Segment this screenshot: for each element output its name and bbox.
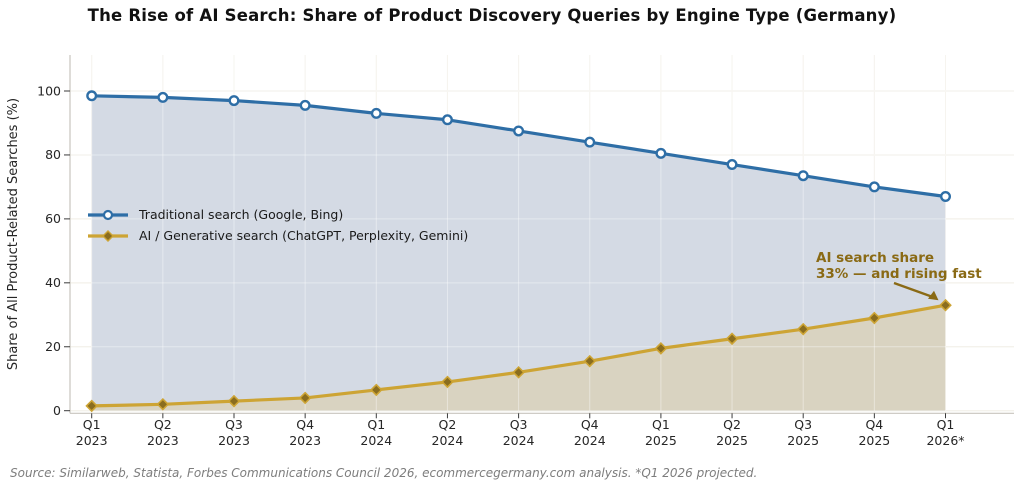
data-point-traditional — [86, 90, 98, 102]
y-tick-label: 100 — [37, 83, 61, 98]
data-point-ai — [441, 375, 454, 389]
y-tick-label: 40 — [45, 275, 61, 290]
area-fill-ai — [91, 305, 946, 411]
data-point-ai — [298, 391, 312, 405]
data-point-traditional — [940, 191, 952, 203]
x-tick-label: Q1 2025 — [645, 417, 677, 448]
legend-marker-traditional-line-circle-icon — [88, 209, 128, 220]
x-tick-label: Q3 2025 — [787, 417, 819, 448]
data-point-traditional — [157, 91, 169, 103]
legend-label-ai: AI / Generative search (ChatGPT, Perplex… — [139, 228, 469, 243]
data-point-ai — [939, 298, 952, 312]
legend-label-traditional: Traditional search (Google, Bing) — [139, 207, 344, 222]
x-tick-label: Q1 2026* — [926, 417, 964, 448]
data-point-traditional — [797, 170, 809, 182]
data-point-traditional — [228, 95, 240, 107]
annotation-arrow-line — [893, 281, 934, 299]
source-note: Source: Similarweb, Statista, Forbes Com… — [10, 466, 758, 480]
y-tick-label: 20 — [45, 339, 61, 354]
data-point-ai — [227, 394, 241, 408]
data-point-traditional — [726, 159, 738, 171]
data-point-ai — [583, 354, 597, 368]
x-tick-label: Q3 2024 — [503, 417, 535, 448]
data-point-traditional — [441, 114, 453, 126]
legend-item-ai: AI / Generative search (ChatGPT, Perplex… — [86, 225, 468, 246]
y-tick-label: 0 — [53, 403, 61, 418]
legend: Traditional search (Google, Bing) AI / G… — [86, 204, 468, 246]
legend-item-traditional: Traditional search (Google, Bing) — [86, 204, 468, 225]
data-point-traditional — [655, 147, 667, 159]
x-tick-label: Q3 2023 — [218, 417, 250, 448]
data-point-ai — [868, 311, 881, 325]
x-tick-label: Q2 2025 — [716, 417, 748, 448]
annotation-callout: AI search share 33% — and rising fast — [816, 250, 982, 282]
x-tick-label: Q2 2024 — [432, 417, 464, 448]
data-point-ai — [654, 342, 668, 355]
data-point-traditional — [299, 99, 311, 111]
data-point-traditional — [513, 125, 525, 137]
y-tick-label: 80 — [45, 147, 61, 162]
annotation-arrow-head — [928, 290, 939, 301]
x-tick-label: Q4 2024 — [574, 417, 606, 448]
x-tick-label: Q2 2023 — [147, 417, 179, 448]
data-point-ai — [512, 366, 525, 379]
data-point-ai — [156, 397, 170, 411]
x-tick-label: Q4 2023 — [289, 417, 321, 448]
data-point-traditional — [584, 136, 596, 148]
y-tick-label: 60 — [45, 211, 61, 226]
x-tick-label: Q4 2025 — [858, 417, 890, 448]
x-tick-label: Q1 2024 — [360, 417, 392, 448]
area-fill-traditional — [91, 95, 946, 411]
data-point-traditional — [370, 107, 382, 119]
legend-marker-ai-line-diamond-icon — [88, 229, 128, 242]
data-point-traditional — [868, 181, 880, 193]
x-tick-label: Q1 2023 — [76, 417, 108, 448]
data-point-ai — [796, 322, 810, 336]
y-axis-label: Share of All Product-Related Searches (%… — [6, 98, 21, 370]
data-point-ai — [725, 332, 739, 346]
chart-title: The Rise of AI Search: Share of Product … — [87, 6, 897, 25]
data-point-ai — [369, 383, 383, 397]
data-point-ai — [85, 399, 99, 413]
